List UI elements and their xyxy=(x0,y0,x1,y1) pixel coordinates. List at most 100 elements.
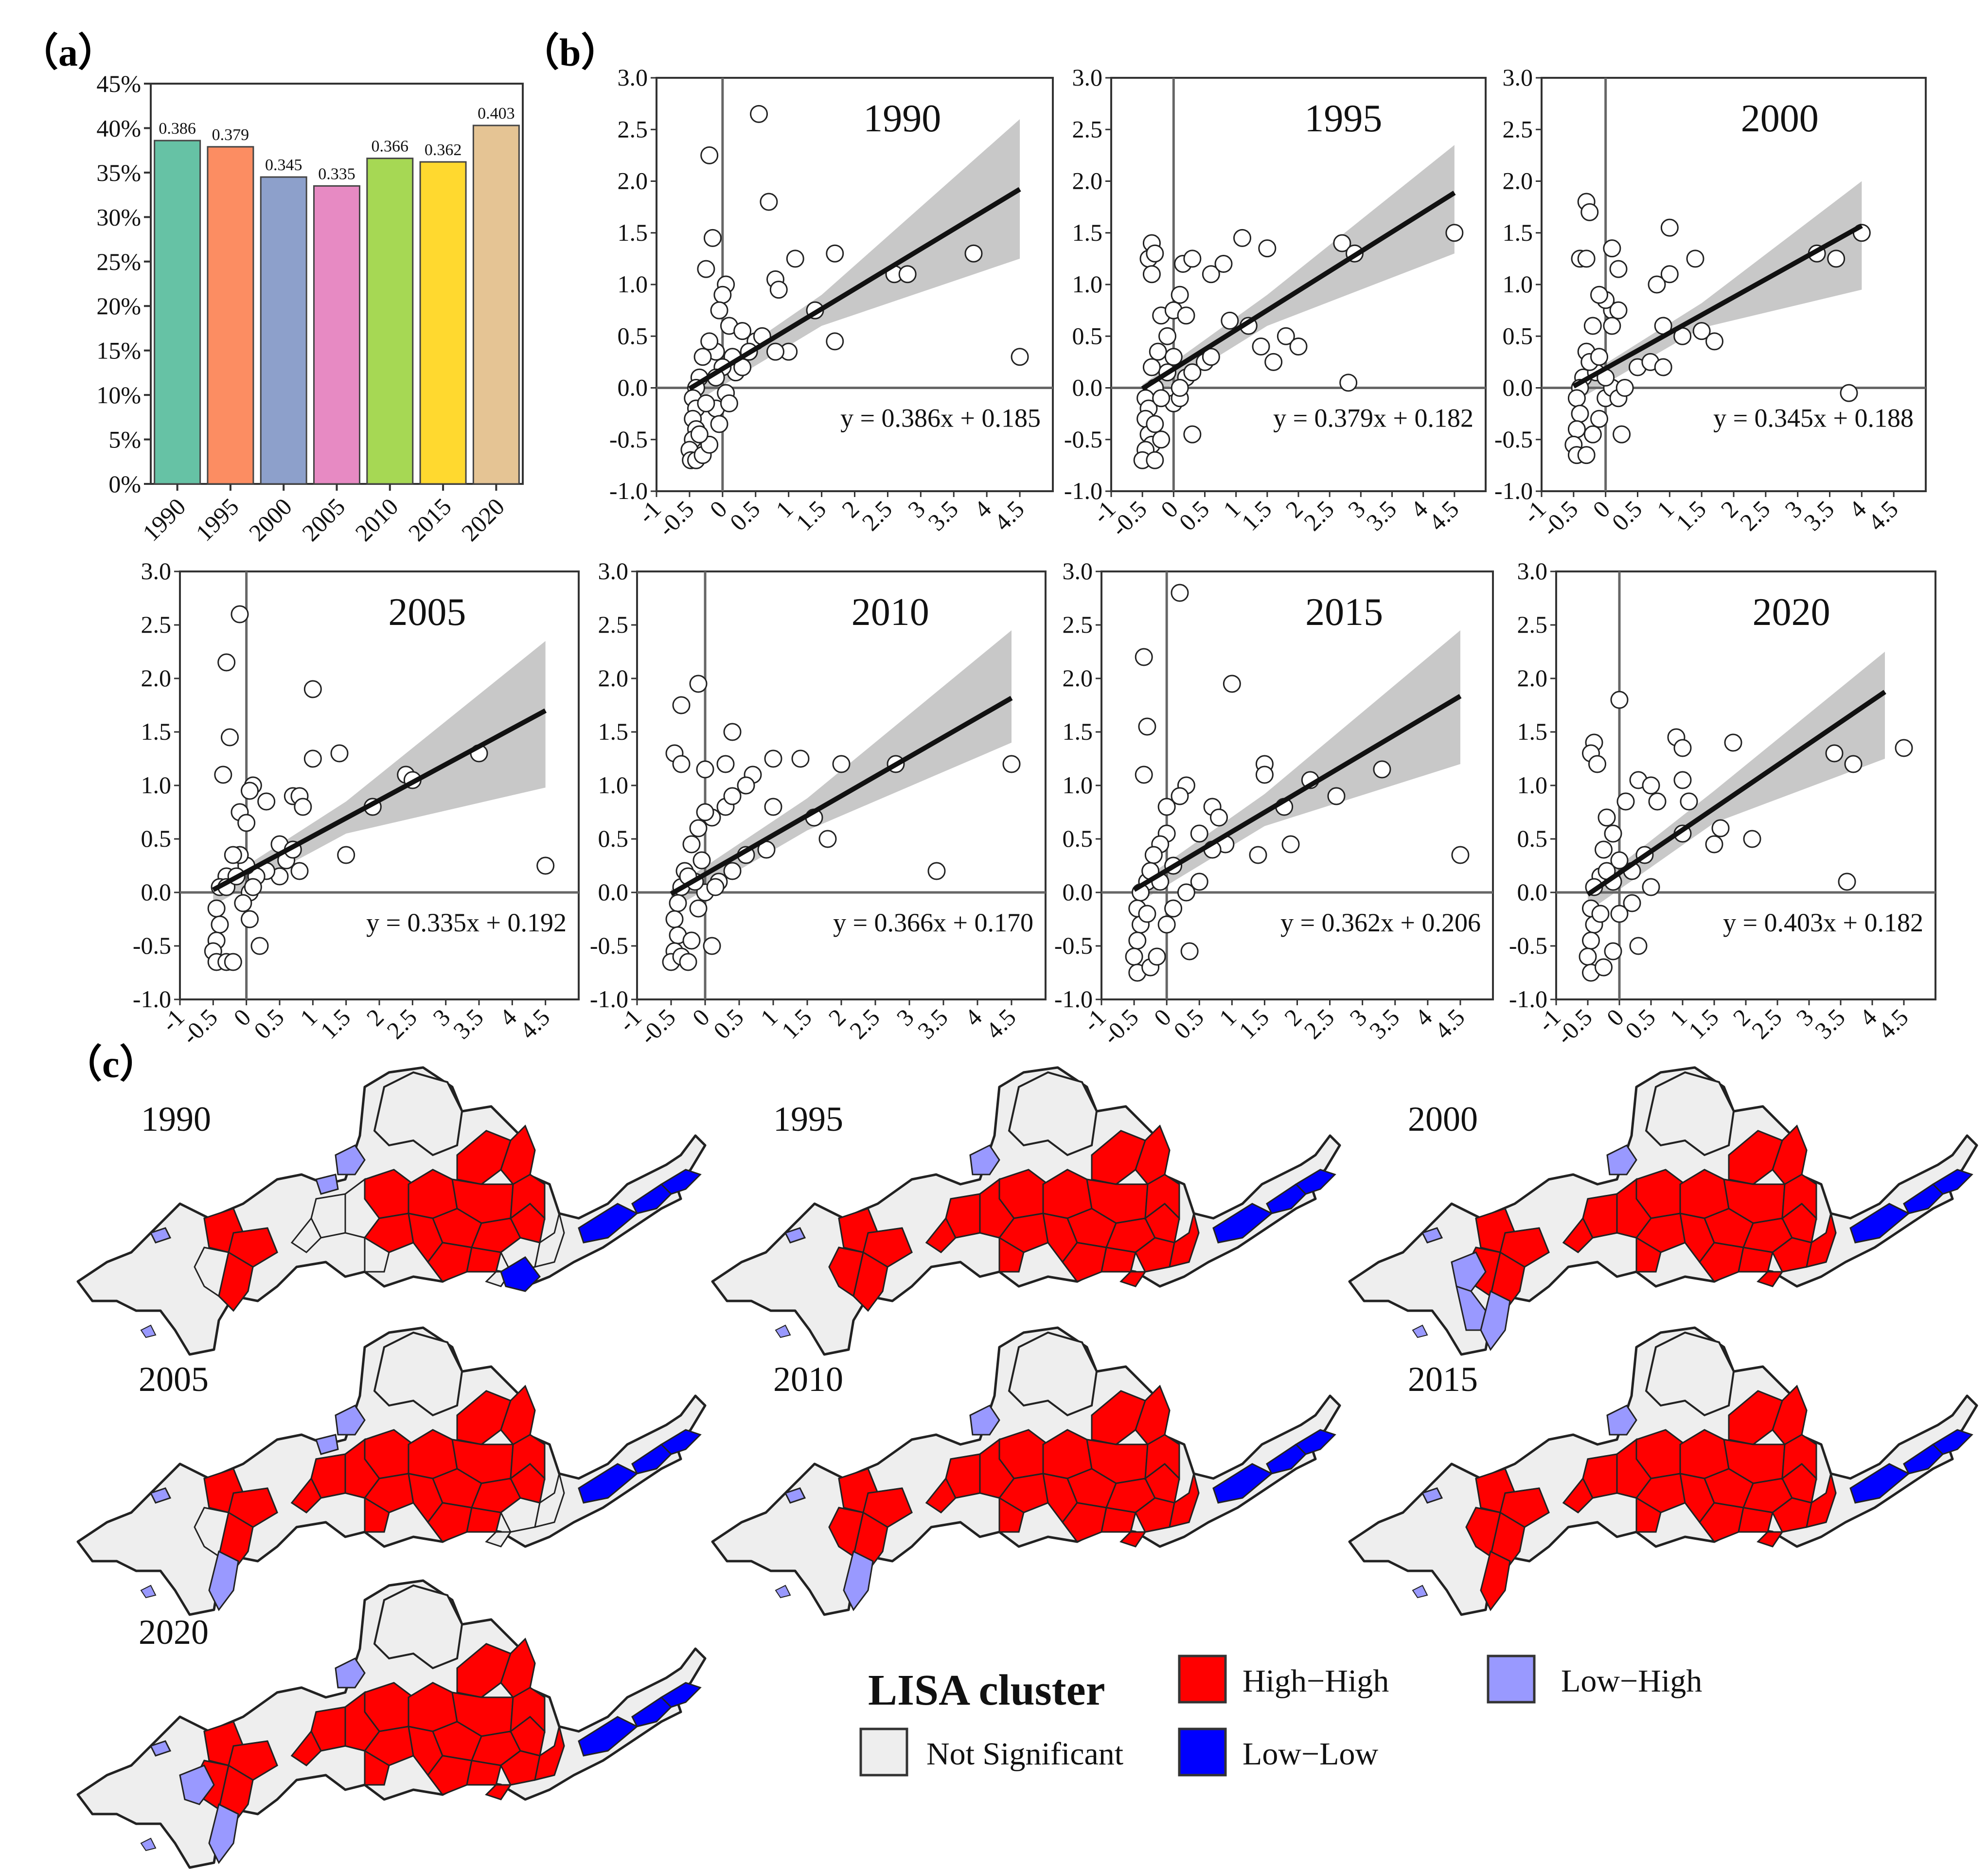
scatter-xtick-label: 3.5 xyxy=(1364,1003,1405,1044)
scatter-point xyxy=(927,862,946,880)
scatter-xtick-label: 2.5 xyxy=(844,1003,885,1044)
scatter-point xyxy=(1642,878,1660,896)
scatter-xtick-label: 0.5 xyxy=(1606,495,1647,536)
bar-ytick-label: 45% xyxy=(96,70,141,97)
map-region-low-high xyxy=(969,1144,1000,1175)
lisa-map-2020 xyxy=(76,1579,707,1869)
map-region-low-low xyxy=(578,1463,639,1504)
scatter-point xyxy=(244,878,262,896)
scatter-ytick-label: 2.5 xyxy=(1517,611,1548,638)
lisa-map-2015 xyxy=(1348,1326,1978,1616)
map-region-low-high xyxy=(335,1144,366,1175)
scatter-point xyxy=(723,787,742,805)
regression-equation: y = 0.386x + 0.185 xyxy=(840,404,1041,433)
map-region-high-high xyxy=(290,1477,322,1513)
scatter-ytick-label: -0.5 xyxy=(133,932,171,959)
map-region-high-high xyxy=(925,1477,957,1513)
scatter-point xyxy=(221,728,239,747)
map-region-high-high xyxy=(998,1236,1025,1273)
scatter-ytick-label: 0.0 xyxy=(1072,374,1103,401)
legend-swatch-low-low xyxy=(1178,1727,1227,1777)
scatter-point xyxy=(1705,332,1723,351)
scatter-point xyxy=(1281,835,1300,854)
bar-ytick-label: 15% xyxy=(96,337,141,364)
bar-ytick-label: 5% xyxy=(108,426,141,453)
map-region-low-high xyxy=(775,1584,791,1599)
map-region-low-high xyxy=(1412,1584,1428,1599)
map-region-high-high xyxy=(290,1730,322,1766)
map-region-high-high xyxy=(427,1242,473,1282)
scatter-point xyxy=(682,835,701,854)
scatter-point xyxy=(1629,937,1648,955)
scatter-title: 1995 xyxy=(1304,97,1382,140)
scatter-ytick-label: 0.0 xyxy=(1503,374,1533,401)
scatter-point xyxy=(898,265,917,284)
map-region-high-high xyxy=(534,1726,565,1781)
scatter-point xyxy=(1591,905,1610,923)
map-region-high-high xyxy=(1699,1242,1744,1282)
scatter-ytick-label: 0.0 xyxy=(618,374,648,401)
scatter-xtick-label: -0.5 xyxy=(1537,495,1583,542)
map-region-high-high xyxy=(1499,1227,1550,1268)
map-region-high-high xyxy=(1582,1453,1618,1499)
map-region-low-low xyxy=(1849,1203,1910,1244)
scatter-point xyxy=(964,244,983,263)
scatter-point xyxy=(1149,342,1167,361)
scatter-ytick-label: 2.0 xyxy=(1072,167,1103,195)
map-region-not-significant xyxy=(310,1193,346,1239)
scatter-point xyxy=(672,755,691,773)
map-region-high-high xyxy=(945,1453,981,1499)
scatter-point xyxy=(1577,249,1596,268)
scatter-xtick-label: 0.5 xyxy=(248,1003,289,1044)
scatter-point xyxy=(1895,739,1913,757)
map-region-low-high xyxy=(179,1764,215,1805)
map-region-high-high xyxy=(1757,1531,1784,1548)
regression-line xyxy=(670,695,1013,896)
bar-value-label: 0.366 xyxy=(372,138,409,156)
confidence-band xyxy=(689,119,1020,406)
scatter-point xyxy=(1615,379,1634,397)
map-region-high-high xyxy=(510,1687,546,1733)
map-region-low-low xyxy=(631,1696,677,1727)
map-region-high-high xyxy=(1699,1502,1744,1543)
legend-label-low-high: Low−High xyxy=(1561,1663,1702,1699)
map-region-low-low xyxy=(1849,1463,1910,1504)
map-region-high-high xyxy=(363,1212,414,1253)
regression-line xyxy=(1572,223,1863,389)
map-region-high-high xyxy=(828,1507,864,1558)
scatter-point xyxy=(1210,808,1228,827)
scatter-point xyxy=(1590,285,1608,304)
scatter-ytick-label: 0.0 xyxy=(1063,878,1093,906)
regression-equation: y = 0.345x + 0.188 xyxy=(1713,404,1914,433)
scatter-ytick-label: 1.0 xyxy=(1517,771,1548,799)
scatter-point xyxy=(1445,224,1464,242)
map-region-low-high xyxy=(149,1227,172,1244)
scatter-ytick-label: 0.5 xyxy=(1517,825,1548,852)
map-region-high-high xyxy=(1738,1507,1774,1533)
scatter-ytick-label: -0.5 xyxy=(1509,932,1547,959)
map-year-label: 2010 xyxy=(773,1360,843,1399)
scatter-ytick-label: 0.5 xyxy=(141,825,172,852)
scatter-point xyxy=(1258,239,1277,258)
scatter-point xyxy=(1604,824,1622,843)
map-region-high-high xyxy=(1806,1213,1837,1268)
scatter-point xyxy=(231,605,249,623)
map-region-high-high xyxy=(1144,1434,1180,1480)
scatter-point xyxy=(786,249,804,268)
scatter-point xyxy=(1183,363,1202,382)
scatter-point xyxy=(1825,744,1844,763)
scatter-point xyxy=(1233,229,1251,247)
map-region-low-low xyxy=(1903,1443,1949,1475)
scatter-xtick-label: 4.5 xyxy=(989,495,1030,536)
scatter-point xyxy=(1223,675,1241,693)
scatter-point xyxy=(818,830,837,848)
scatter-point xyxy=(1680,792,1698,811)
scatter-point xyxy=(1724,733,1742,752)
scatter-xtick-label: 3.5 xyxy=(1810,1003,1850,1044)
regression-equation: y = 0.335x + 0.192 xyxy=(366,908,567,937)
scatter-point xyxy=(679,953,697,971)
scatter-point xyxy=(303,680,322,698)
scatter-title: 1990 xyxy=(863,97,941,140)
map-region-high-high xyxy=(470,1217,521,1253)
